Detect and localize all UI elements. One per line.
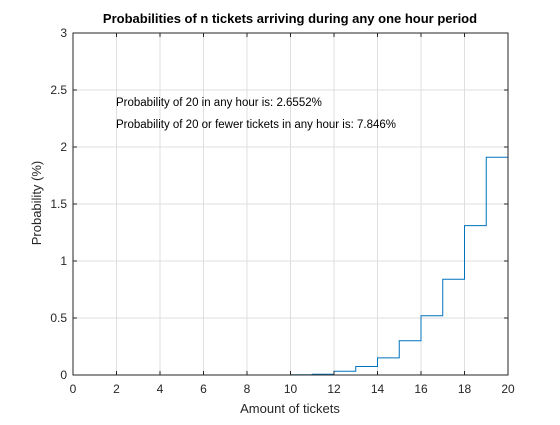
y-tick-label: 2.5 (50, 83, 67, 97)
x-tick-label: 20 (501, 382, 515, 396)
x-tick-label: 12 (327, 382, 341, 396)
y-tick-label: 0.5 (50, 311, 67, 325)
annotation-probability-20: Probability of 20 in any hour is: 2.6552… (116, 97, 322, 109)
x-tick-label: 0 (70, 382, 77, 396)
x-tick-label: 16 (414, 382, 428, 396)
x-tick-label: 10 (284, 382, 298, 396)
x-tick-label: 6 (200, 382, 207, 396)
y-tick-label: 3 (60, 26, 67, 40)
plot-area: 0 2 4 6 8 10 12 14 16 18 20 0 0.5 1 1.5 2 2.5 3 (50, 26, 515, 396)
x-axis-label: Amount of tickets (240, 401, 340, 416)
y-axis-label: Probability (%) (29, 161, 44, 246)
y-tick-label: 1.5 (50, 197, 67, 211)
y-tick-label: 2 (60, 140, 67, 154)
annotation-probability-20-or-fewer: Probability of 20 or fewer tickets in an… (116, 119, 396, 131)
chart-title: Probabilities of n tickets arriving duri… (103, 11, 477, 26)
y-tick-label: 0 (60, 368, 67, 382)
y-tick-label: 1 (60, 254, 67, 268)
x-tick-label: 14 (371, 382, 385, 396)
x-tick-label: 8 (244, 382, 251, 396)
x-tick-label: 4 (157, 382, 164, 396)
x-tick-label: 18 (458, 382, 472, 396)
x-tick-label: 2 (113, 382, 120, 396)
